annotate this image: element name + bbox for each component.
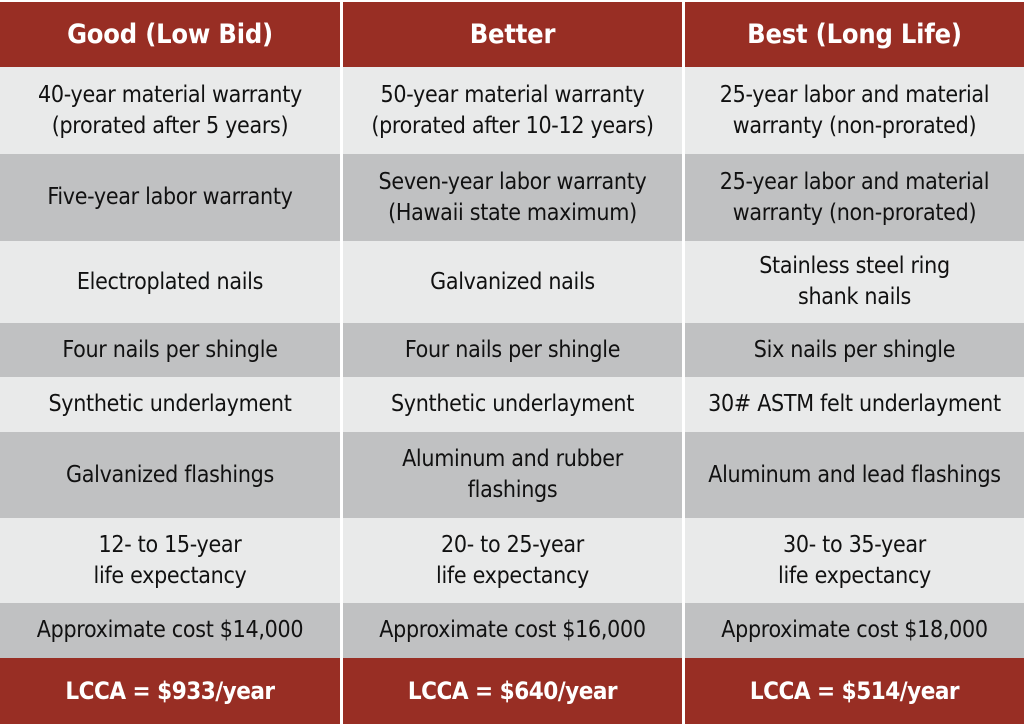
cell-warranty-labor-good: Five-year labor warranty	[0, 154, 340, 241]
cell-flashings-good: Galvanized flashings	[0, 432, 340, 518]
cell-approximate-cost-better: Approximate cost $16,000	[343, 603, 682, 658]
cell-nail-type-better: Galvanized nails	[343, 241, 682, 323]
cell-warranty-labor-better: Seven-year labor warranty (Hawaii state m…	[343, 154, 682, 241]
table-row-approximate-cost: Approximate cost $14,000 Approximate cost…	[0, 603, 1024, 658]
table-row-warranty-labor: Five-year labor warranty Seven-year labor…	[0, 154, 1024, 241]
header-better: Better	[343, 2, 682, 67]
cell-life-expectancy-good: 12- to 15-year life expectancy	[0, 518, 340, 603]
cell-warranty-material-best: 25-year labor and material warranty (non-…	[685, 67, 1024, 154]
cell-life-expectancy-best: 30- to 35-year life expectancy	[685, 518, 1024, 603]
cell-life-expectancy-better: 20- to 25-year life expectancy	[343, 518, 682, 603]
cell-flashings-better: Aluminum and rubber flashings	[343, 432, 682, 518]
cell-nails-per-shingle-best: Six nails per shingle	[685, 323, 1024, 377]
footer-row-lcca: LCCA = $933/year LCCA = $640/year LCCA =…	[0, 658, 1024, 724]
cell-nail-type-good: Electroplated nails	[0, 241, 340, 323]
lcca-best: LCCA = $514/year	[685, 658, 1024, 724]
cell-flashings-best: Aluminum and lead flashings	[685, 432, 1024, 518]
cell-underlayment-best: 30# ASTM felt underlayment	[685, 377, 1024, 432]
cell-nails-per-shingle-better: Four nails per shingle	[343, 323, 682, 377]
table-row-nail-type: Electroplated nails Galvanized nails Stain…	[0, 241, 1024, 323]
cell-warranty-material-better: 50-year material warranty (prorated after…	[343, 67, 682, 154]
table-row-nails-per-shingle: Four nails per shingle Four nails per shi…	[0, 323, 1024, 377]
table-row-flashings: Galvanized flashings Aluminum and rubber f…	[0, 432, 1024, 518]
lcca-better: LCCA = $640/year	[343, 658, 682, 724]
cell-approximate-cost-good: Approximate cost $14,000	[0, 603, 340, 658]
table-row-life-expectancy: 12- to 15-year life expectancy 20- to 25-y…	[0, 518, 1024, 603]
header-good-low-bid: Good (Low Bid)	[0, 2, 340, 67]
cell-warranty-labor-best: 25-year labor and material warranty (non-…	[685, 154, 1024, 241]
cell-nail-type-best: Stainless steel ring shank nails	[685, 241, 1024, 323]
cell-underlayment-better: Synthetic underlayment	[343, 377, 682, 432]
cell-approximate-cost-best: Approximate cost $18,000	[685, 603, 1024, 658]
table-row-underlayment: Synthetic underlayment Synthetic underlay…	[0, 377, 1024, 432]
cell-warranty-material-good: 40-year material warranty (prorated after…	[0, 67, 340, 154]
table-body: 40-year material warranty (prorated after…	[0, 67, 1024, 658]
header-best-long-life: Best (Long Life)	[685, 2, 1024, 67]
header-row: Good (Low Bid) Better Best (Long Life)	[0, 2, 1024, 67]
cell-nails-per-shingle-good: Four nails per shingle	[0, 323, 340, 377]
lcca-good: LCCA = $933/year	[0, 658, 340, 724]
table-row-warranty-material: 40-year material warranty (prorated after…	[0, 67, 1024, 154]
cell-underlayment-good: Synthetic underlayment	[0, 377, 340, 432]
